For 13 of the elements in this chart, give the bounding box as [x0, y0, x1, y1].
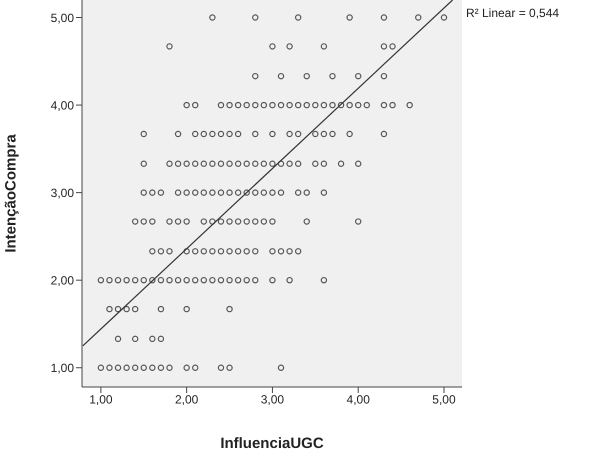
- y-tick-label: 4,00: [50, 98, 74, 112]
- y-axis-title: IntençãoCompra: [2, 134, 20, 253]
- x-tick-label: 2,00: [174, 392, 199, 407]
- x-tick-label: 1,00: [89, 392, 113, 407]
- x-axis-title: InfluenciaUGC: [220, 435, 324, 452]
- x-tick-label: 5,00: [432, 392, 456, 407]
- y-tick-label: 3,00: [50, 186, 74, 200]
- y-tick-label: 5,00: [50, 10, 74, 25]
- y-tick-label: 2,00: [50, 273, 74, 288]
- x-tick-label: 3,00: [260, 392, 284, 407]
- text: R² Linear = 0,544: [466, 6, 560, 20]
- x-tick-label: 4,00: [346, 392, 370, 407]
- y-tick-label: 1,00: [50, 361, 74, 375]
